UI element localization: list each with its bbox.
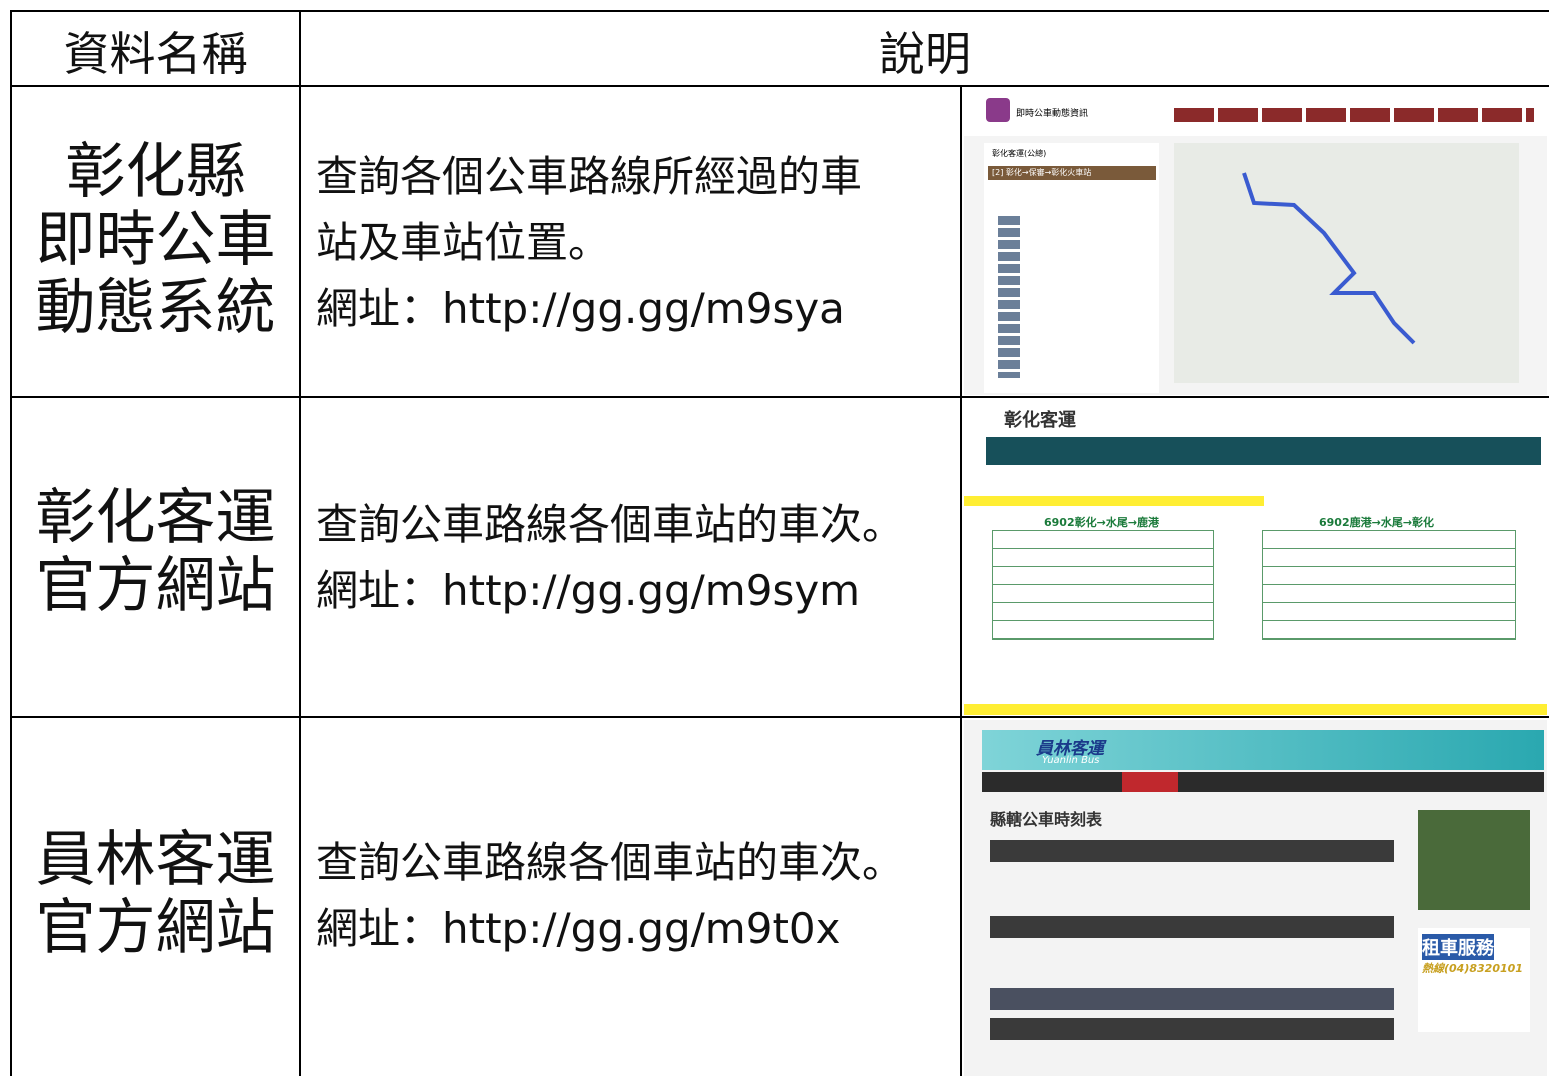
border	[960, 86, 962, 1076]
border	[299, 10, 301, 1076]
screenshot: 員林客運 Yuanlin Bus 縣轄公車時刻表 租車服務 熱線(04)8320…	[964, 720, 1547, 1076]
site-subtitle: Yuanlin Bus	[1042, 755, 1100, 766]
name-cell: 彰化縣 即時公車 動態系統	[12, 138, 299, 342]
name-line: 即時公車	[35, 205, 276, 275]
name-line: 彰化客運	[35, 483, 276, 553]
banner	[982, 730, 1544, 770]
header-cell: 說明	[879, 27, 971, 81]
site-title: 即時公車動態資訊	[1016, 109, 1089, 119]
page-title: 縣轄公車時刻表	[990, 810, 1103, 829]
desc-line: 查詢公車路線各個車站的車次。	[316, 838, 905, 887]
border	[10, 396, 1549, 398]
timetable	[1262, 530, 1516, 640]
border	[10, 10, 1549, 12]
desc-line: 查詢公車路線各個車站的車次。	[316, 500, 905, 549]
desc-line: 網址：http://gg.gg/m9sym	[316, 566, 861, 615]
route: [2] 彰化→保審→彰化火車站	[992, 168, 1092, 177]
description: 查詢公車路線各個車站的車次。 網址：http://gg.gg/m9sym	[316, 492, 904, 624]
table-title: 6902彰化→水尾→鹿港	[1044, 516, 1160, 529]
ad-title: 租車服務	[1422, 934, 1494, 960]
border	[10, 716, 1549, 718]
site-title: 員林客運	[1036, 739, 1104, 759]
video	[1418, 810, 1530, 910]
name-line: 彰化縣	[65, 137, 246, 207]
desc-line: 網址：http://gg.gg/m9sya	[316, 284, 845, 333]
hotline: 熱線(04)8320101	[1422, 962, 1523, 975]
screenshot: 彰化客運 6902彰化→水尾→鹿港 6902鹿港→水尾→彰化	[964, 400, 1547, 715]
header-cell: 資料名稱	[63, 27, 248, 81]
description: 查詢各個公車路線所經過的車 站及車站位置。 網址：http://gg.gg/m9…	[316, 144, 862, 342]
site-title: 彰化客運	[1004, 410, 1076, 431]
name-line: 員林客運	[35, 825, 276, 895]
desc-line: 站及車站位置。	[316, 218, 611, 267]
route-line	[1242, 172, 1416, 345]
table-title: 6902鹿港→水尾→彰化	[1319, 516, 1435, 529]
name-line: 官方網站	[35, 551, 276, 621]
timetable	[992, 530, 1214, 640]
name-cell: 員林客運 官方網站	[12, 826, 299, 962]
name-line: 動態系統	[35, 273, 276, 343]
desc-line: 查詢各個公車路線所經過的車	[316, 152, 863, 201]
nav	[982, 772, 1544, 792]
desc-line: 網址：http://gg.gg/m9t0x	[316, 904, 841, 953]
nav	[1174, 108, 1534, 122]
name-line: 官方網站	[35, 893, 276, 963]
description: 查詢公車路線各個車站的車次。 網址：http://gg.gg/m9t0x	[316, 830, 904, 962]
nav	[986, 437, 1541, 465]
name-cell: 彰化客運 官方網站	[12, 484, 299, 620]
menu: 彰化客運(公總)	[992, 149, 1047, 158]
logo	[986, 98, 1010, 122]
screenshot: 即時公車動態資訊 彰化客運(公總) [2] 彰化→保審→彰化火車站	[964, 88, 1547, 395]
time-list	[998, 216, 1020, 378]
border	[10, 10, 12, 1076]
border	[10, 85, 1549, 87]
